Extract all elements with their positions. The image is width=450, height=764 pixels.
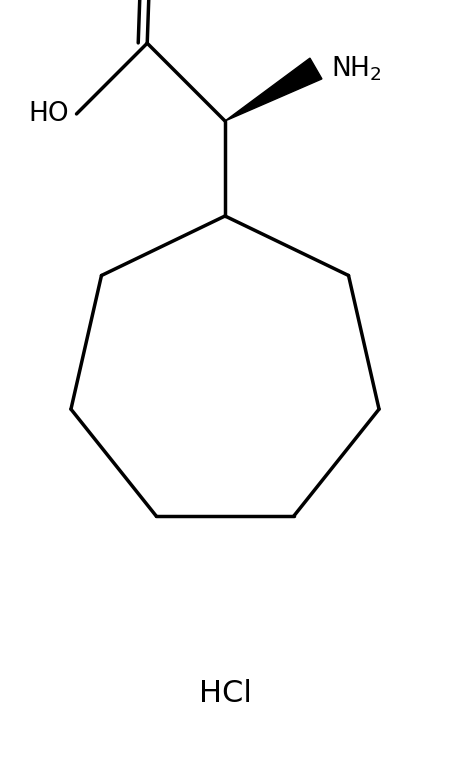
Text: HCl: HCl: [198, 679, 252, 708]
Polygon shape: [225, 58, 322, 121]
Text: NH$_2$: NH$_2$: [331, 54, 382, 83]
Text: HO: HO: [28, 101, 68, 127]
